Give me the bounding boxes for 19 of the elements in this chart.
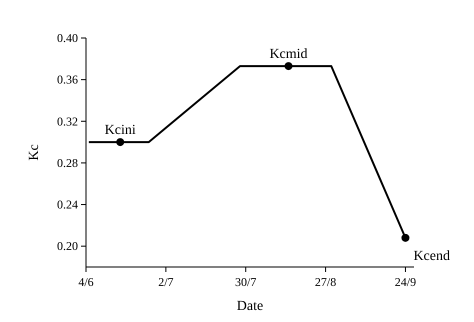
x-tick-label: 30/7 [235,275,256,289]
y-axis-title: Kc [27,144,42,161]
y-tick-label: 0.36 [57,72,78,87]
point [284,62,293,70]
x-axis-title: Date [236,299,264,314]
annotation: Kcmid [269,47,308,62]
y-tick-label: 0.28 [57,156,78,170]
x-tick-label: 24/9 [394,275,416,289]
y-tick-label: 0.20 [57,239,78,254]
x-tick-label: 27/8 [314,275,336,289]
point [401,234,410,242]
y-tick-label: 0.24 [57,198,78,212]
x-tick-label: 2/7 [158,275,174,289]
point [116,138,124,146]
y-tick-label: 0.32 [57,114,78,128]
x-tick-label: 4/6 [78,275,94,289]
y-tick-label: 0.40 [57,31,78,45]
annotation: Kcend [413,248,450,264]
annotation: Kcini [104,123,136,138]
